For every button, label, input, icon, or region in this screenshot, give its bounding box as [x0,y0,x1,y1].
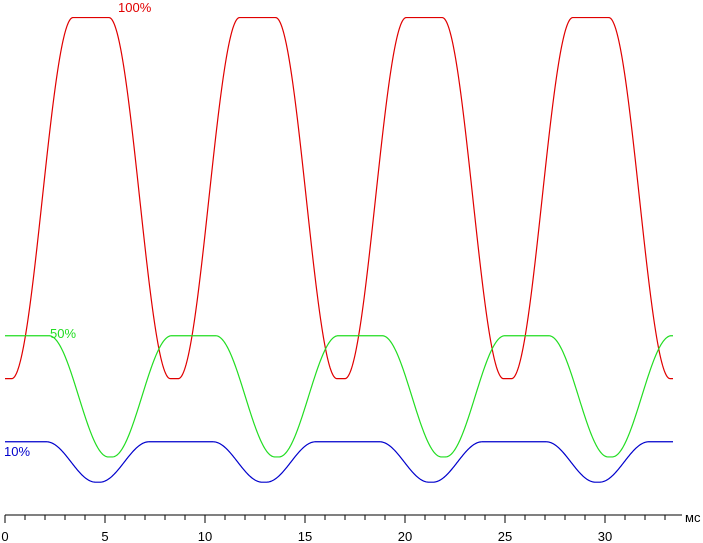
series-line-50 [5,335,673,458]
x-axis-tick-labels: 0 5 10 15 20 25 30 [1,529,612,543]
x-tick-label: 20 [398,529,412,543]
x-tick-label: 0 [1,529,8,543]
x-tick-label: 30 [598,529,612,543]
x-tick-label: 15 [298,529,312,543]
series-label-100: 100% [118,0,152,15]
x-axis: 0 5 10 15 20 25 30 мс [1,510,701,543]
x-axis-label: мс [685,510,701,525]
series-label-50: 50% [50,326,76,341]
x-tick-label: 10 [198,529,212,543]
x-axis-ticks [4,515,666,523]
series-line-10 [5,441,673,483]
series-label-10: 10% [4,444,30,459]
series-layer [5,16,673,483]
x-tick-label: 25 [498,529,512,543]
series-line-100 [5,16,673,380]
x-tick-label: 5 [101,529,108,543]
series-labels: 100% 50% 10% [4,0,152,459]
